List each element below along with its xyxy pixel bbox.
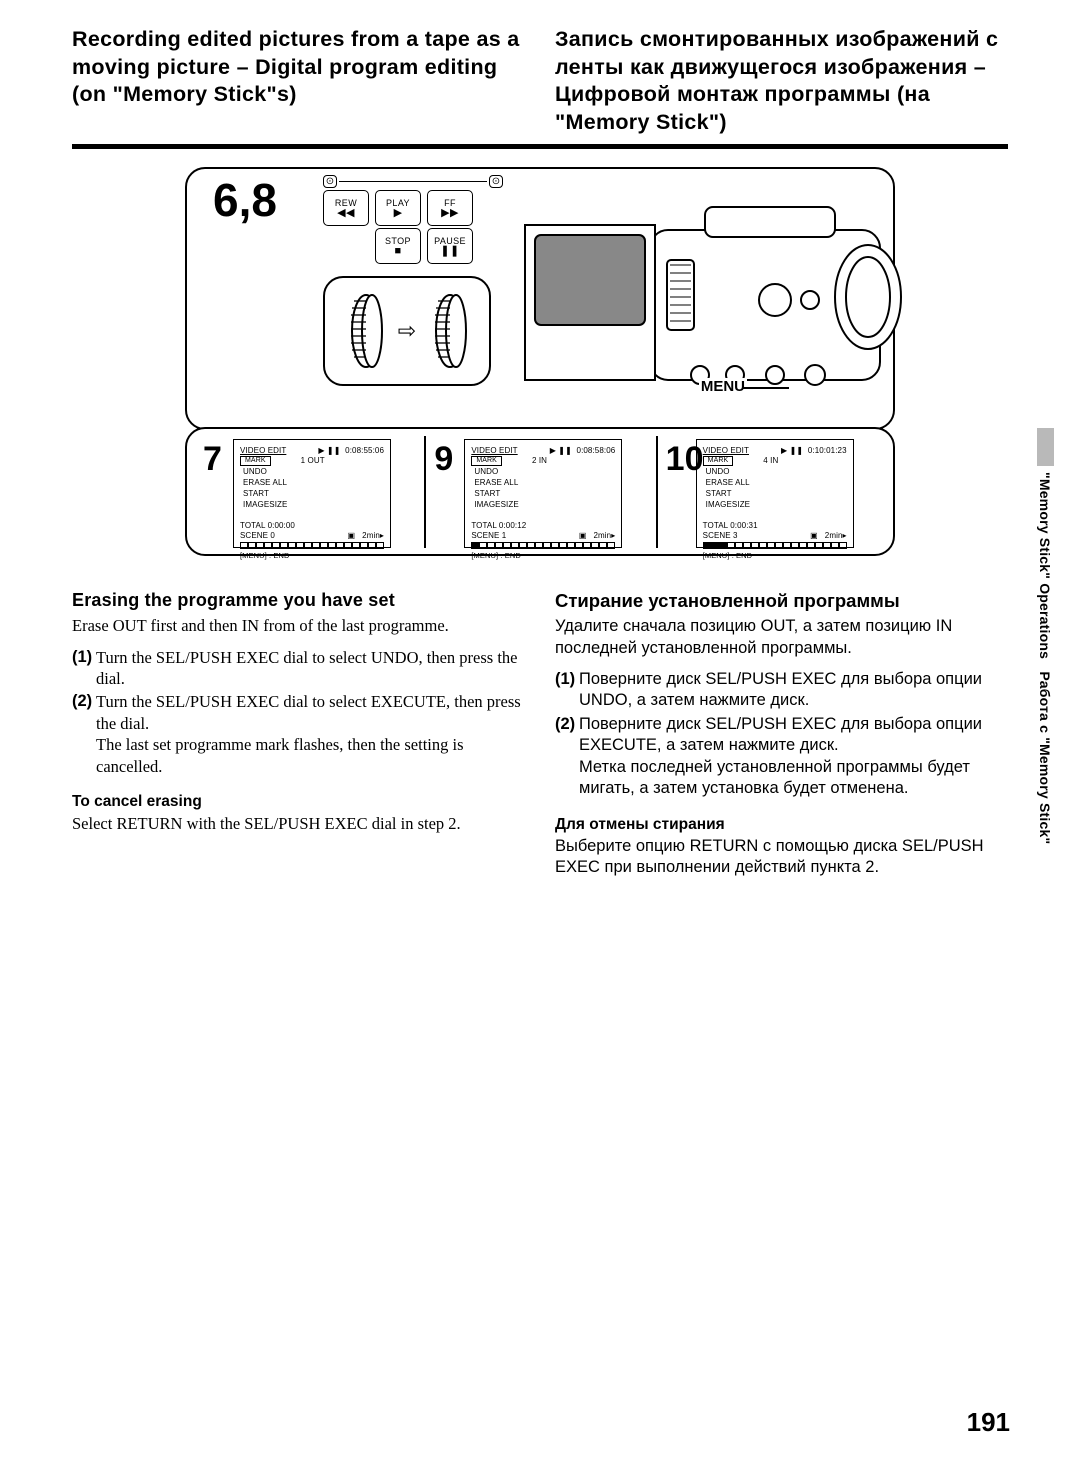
step-text: Поверните диск SEL/PUSH EXEC для выбора …: [579, 714, 1008, 800]
step-num: (1): [72, 647, 94, 690]
step-text: Turn the SEL/PUSH EXEC dial to select EX…: [96, 691, 525, 777]
step-number-6-8: 6,8: [213, 175, 323, 418]
page-number: 191: [967, 1407, 1010, 1438]
step-num: (2): [72, 691, 94, 777]
dot-cap-icon: ⊙: [489, 175, 503, 188]
dial-panel: ⇨: [323, 276, 491, 386]
screen-cell: 10VIDEO EDIT▶ ❚❚ 0:10:01:23MARK4 INUNDOE…: [656, 436, 885, 548]
paragraph: Выберите опцию RETURN с помощью диска SE…: [555, 836, 1008, 879]
lcd-screen: VIDEO EDIT▶ ❚❚ 0:10:01:23MARK4 INUNDOERA…: [696, 439, 854, 548]
section-tab: [1037, 428, 1054, 466]
screen-cell: 7VIDEO EDIT▶ ❚❚ 0:08:55:06MARK1 OUTUNDOE…: [195, 436, 422, 548]
ff-button[interactable]: FF▶▶: [427, 190, 473, 226]
paragraph: Select RETURN with the SEL/PUSH EXEC dia…: [72, 813, 525, 834]
dial-icon: [344, 291, 386, 371]
ff-icon: ▶▶: [441, 208, 459, 219]
menu-label: MENU: [699, 378, 747, 395]
title-english: Recording edited pictures from a tape as…: [72, 26, 525, 136]
stop-button[interactable]: STOP■: [375, 228, 421, 264]
step-number: 9: [426, 436, 464, 476]
pause-button[interactable]: PAUSE❚❚: [427, 228, 473, 264]
menu-leader-line: [743, 387, 789, 389]
erasing-heading-en: Erasing the programme you have set: [72, 590, 525, 611]
lcd-screen: VIDEO EDIT▶ ❚❚ 0:08:55:06MARK1 OUTUNDOER…: [233, 439, 391, 548]
stop-icon: ■: [394, 246, 401, 257]
diagram: 6,8 ⊙ ⊙ REW◀◀ PLAY▶ FF▶▶ STOP■ PAUSE❚❚ ⇨: [185, 167, 895, 556]
lcd-screen: VIDEO EDIT▶ ❚❚ 0:08:58:06MARK2 INUNDOERA…: [464, 439, 622, 548]
paragraph: Erase OUT first and then IN from of the …: [72, 615, 525, 636]
title-russian: Запись смонтированных изображений с лент…: [555, 26, 1008, 136]
arrow-right-icon: ⇨: [398, 318, 416, 344]
screen-cell: 9VIDEO EDIT▶ ❚❚ 0:08:58:06MARK2 INUNDOER…: [424, 436, 653, 548]
rew-icon: ◀◀: [337, 208, 355, 219]
pause-icon: ❚❚: [440, 246, 459, 257]
camcorder-illustration: MENU: [503, 175, 879, 418]
step-text: Turn the SEL/PUSH EXEC dial to select UN…: [96, 647, 525, 690]
step-number: 10: [658, 436, 696, 476]
cancel-heading-ru: Для отмены стирания: [555, 816, 1008, 834]
step-num: (1): [555, 669, 577, 712]
step-num: (2): [555, 714, 577, 800]
play-icon: ▶: [394, 208, 403, 219]
play-button[interactable]: PLAY▶: [375, 190, 421, 226]
dial-icon: [428, 291, 470, 371]
divider: [72, 144, 1008, 149]
dot-cap-icon: ⊙: [323, 175, 337, 188]
erasing-heading-ru: Стирание установленной программы: [555, 590, 1008, 612]
side-section-label: "Memory Stick" Operations Работа с "Memo…: [1037, 472, 1053, 952]
rew-button[interactable]: REW◀◀: [323, 190, 369, 226]
cancel-heading-en: To cancel erasing: [72, 793, 525, 811]
step-text: Поверните диск SEL/PUSH EXEC для выбора …: [579, 669, 1008, 712]
paragraph: Удалите сначала позицию OUT, а затем поз…: [555, 616, 1008, 659]
step-number: 7: [195, 436, 233, 476]
